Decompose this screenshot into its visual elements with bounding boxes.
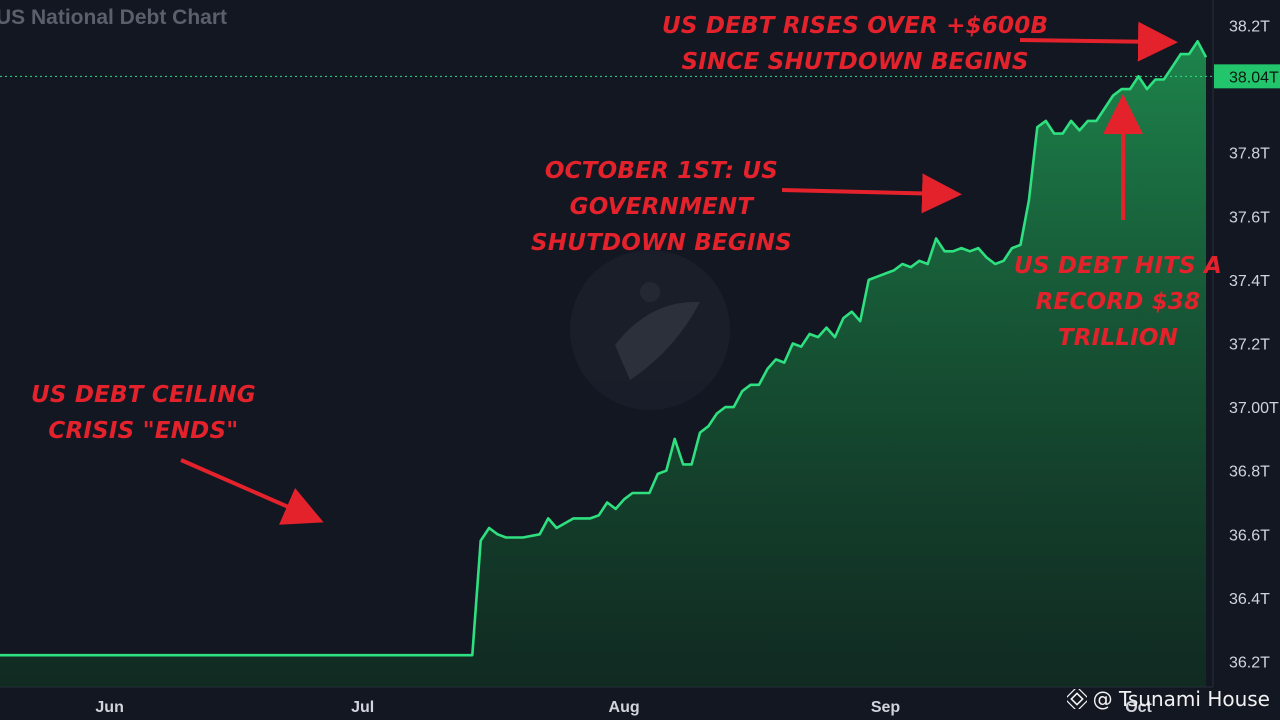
x-tick-label: Jul — [351, 699, 374, 716]
annotation-debt-rises: US DEBT RISES OVER +$600B SINCE SHUTDOWN… — [662, 13, 1049, 75]
x-tick-label: Jun — [95, 699, 123, 716]
y-tick-label: 37.8T — [1229, 146, 1270, 163]
y-axis-panel — [1213, 0, 1280, 720]
credit-text: @ Tsunami House — [1092, 687, 1270, 711]
y-tick-label: 37.6T — [1229, 209, 1270, 226]
diamond-logo-icon — [1066, 689, 1087, 709]
debt-area-fill — [0, 41, 1206, 688]
x-tick-label: Aug — [609, 699, 640, 716]
y-tick-label: 36.4T — [1229, 591, 1270, 608]
y-tick-label: 36.6T — [1229, 527, 1270, 544]
arrow-to-shutdown — [781, 173, 962, 214]
arrow-to-peak — [1019, 21, 1178, 62]
watermark-logo — [570, 250, 730, 410]
credit: @ Tsunami House — [1066, 687, 1270, 711]
annotation-shutdown-begins: OCTOBER 1ST: US GOVERNMENT SHUTDOWN BEGI… — [531, 158, 792, 256]
annotation-arrows — [180, 21, 1178, 525]
arrow-to-ceiling — [180, 458, 324, 525]
y-tick-label: 37.4T — [1229, 273, 1270, 290]
y-tick-label: 38.2T — [1229, 18, 1270, 35]
debt-series-line — [0, 40, 1208, 657]
last-value-label: 38.04T — [1229, 69, 1279, 86]
annotation-record-38-trillion: US DEBT HITS A RECORD $38 TRILLION — [1014, 253, 1222, 351]
annotation-debt-ceiling-ends: US DEBT CEILING CRISIS "ENDS" — [31, 382, 256, 444]
x-tick-label: Oct — [1125, 699, 1152, 716]
y-tick-label: 36.8T — [1229, 464, 1270, 481]
y-tick-label: 37.00T — [1229, 400, 1279, 417]
y-tick-label: 36.2T — [1229, 655, 1270, 672]
x-tick-label: Sep — [871, 699, 901, 716]
chart-title: US National Debt Chart — [0, 6, 228, 29]
last-value-tag — [1214, 64, 1280, 89]
y-tick-label: 37.2T — [1229, 337, 1270, 354]
